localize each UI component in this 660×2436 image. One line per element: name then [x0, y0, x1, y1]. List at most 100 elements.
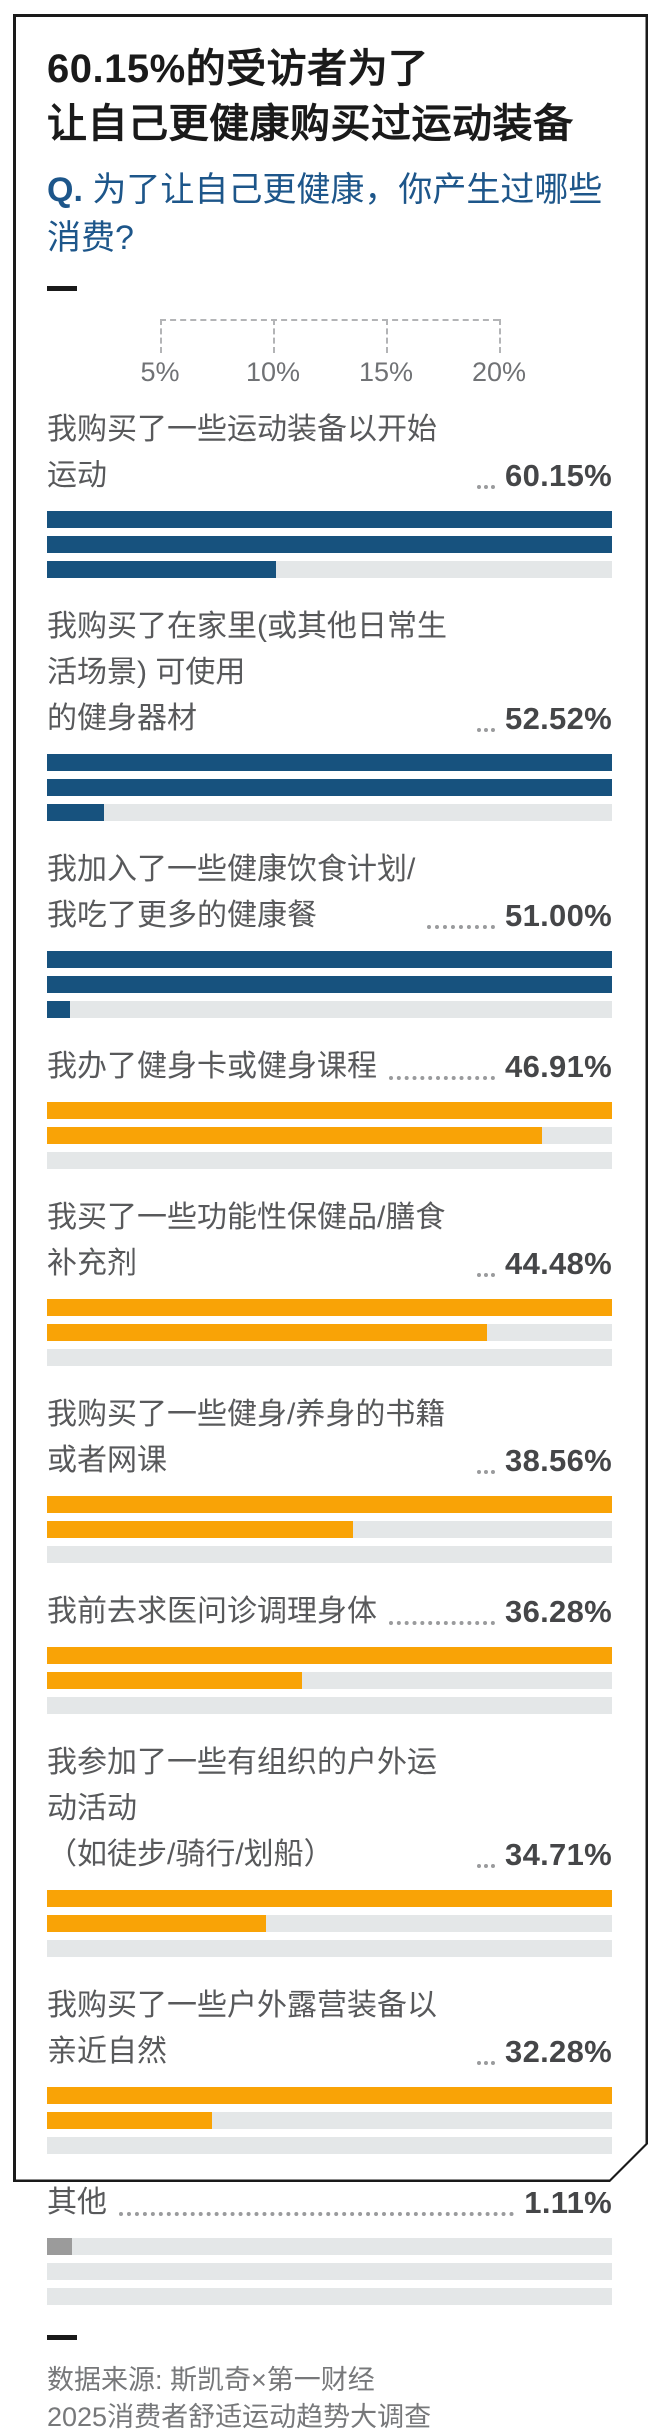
bar-track	[47, 804, 612, 821]
source-note: 数据来源: 斯凯奇×第一财经 2025消费者舒适运动趋势大调查	[47, 2365, 432, 2432]
axis-tick-20%	[499, 319, 501, 353]
bar-track	[47, 1102, 612, 1119]
category-label: 我办了健身卡或健身课程	[47, 1050, 377, 1083]
axis-bracket-line	[160, 319, 499, 321]
category-label: 我购买了一些运动装备以开始运动	[47, 413, 437, 492]
bar-fill	[47, 1647, 612, 1664]
bar-track	[47, 1647, 612, 1664]
survey-question: Q. 为了让自己更健康，你产生过哪些 消费?	[47, 166, 612, 262]
question-prefix: Q.	[47, 171, 83, 209]
axis-tick-label: 20%	[471, 357, 527, 387]
chart-category: 我购买了在家里(或其他日常生活场景) 可使用 的健身器材 52.52%	[47, 604, 612, 821]
category-label-row: 我参加了一些有组织的户外运动活动 （如徒步/骑行/划船） 34.71%	[47, 1740, 612, 1878]
bar-fill	[47, 1521, 354, 1538]
bar-track	[47, 1127, 612, 1144]
category-label-row: 我买了一些功能性保健品/膳食补充剂 44.48%	[47, 1195, 612, 1287]
bar-fill	[47, 1496, 612, 1513]
dotted-leader	[389, 1621, 496, 1625]
card-border	[13, 14, 648, 2182]
chart-category: 我购买了一些健身/养身的书籍或者网课 38.56%	[47, 1392, 612, 1563]
bar-fill	[47, 2112, 212, 2129]
bar-track	[47, 2238, 612, 2255]
bar-track	[47, 1349, 612, 1366]
chart-category: 我参加了一些有组织的户外运动活动 （如徒步/骑行/划船） 34.71%	[47, 1740, 612, 1957]
axis-tick-label: 15%	[358, 357, 414, 387]
dotted-leader	[477, 485, 496, 489]
bar-track	[47, 561, 612, 578]
bar-track	[47, 951, 612, 968]
bar-fill	[47, 1001, 70, 1018]
bar-fill	[47, 2087, 612, 2104]
dotted-leader	[119, 2212, 515, 2216]
bar-track	[47, 1546, 612, 1563]
axis-tick-label: 5%	[140, 357, 180, 387]
bar-track	[47, 1940, 612, 1957]
category-value: 52.52%	[505, 701, 612, 736]
chart-category: 我购买了一些户外露营装备以亲近自然 32.28%	[47, 1983, 612, 2154]
dotted-leader	[427, 925, 496, 929]
bar-track	[47, 1915, 612, 1932]
bar-fill	[47, 1672, 302, 1689]
bar-track	[47, 1672, 612, 1689]
category-label-row: 我购买了一些运动装备以开始运动 60.15%	[47, 407, 612, 499]
dotted-leader	[477, 728, 496, 732]
dotted-leader	[389, 1076, 496, 1080]
chart-category: 我前去求医问诊调理身体 36.28%	[47, 1589, 612, 1714]
bar-fill	[47, 1324, 488, 1341]
category-label: 我买了一些功能性保健品/膳食补充剂	[47, 1201, 446, 1280]
bar-track	[47, 2263, 612, 2280]
axis-tick-10%	[273, 319, 275, 353]
category-label-row: 我购买了在家里(或其他日常生活场景) 可使用 的健身器材 52.52%	[47, 604, 612, 742]
dotted-leader	[477, 2061, 496, 2065]
category-value: 51.00%	[505, 898, 612, 933]
category-label: 我加入了一些健康饮食计划/ 我吃了更多的健康餐	[47, 853, 416, 932]
category-label: 我购买了在家里(或其他日常生活场景) 可使用 的健身器材	[47, 610, 447, 735]
axis-scale: 5% 10% 15% 20%	[47, 319, 612, 391]
bar-fill	[47, 951, 612, 968]
category-label: 我购买了一些健身/养身的书籍或者网课	[47, 1398, 446, 1477]
bar-fill	[47, 561, 277, 578]
category-value: 32.28%	[505, 2034, 612, 2069]
bar-track	[47, 2288, 612, 2305]
category-label-row: 我购买了一些户外露营装备以亲近自然 32.28%	[47, 1983, 612, 2075]
bar-track	[47, 1001, 612, 1018]
bar-track	[47, 2137, 612, 2154]
page-title: 60.15%的受访者为了 让自己更健康购买过运动装备	[47, 47, 574, 146]
axis-tick-label: 10%	[245, 357, 301, 387]
bar-track	[47, 1521, 612, 1538]
chart-category: 我购买了一些运动装备以开始运动 60.15%	[47, 407, 612, 578]
bar-fill	[47, 1890, 612, 1907]
bar-track	[47, 1697, 612, 1714]
bar-fill	[47, 2238, 73, 2255]
dotted-leader	[477, 1470, 496, 1474]
bar-track	[47, 779, 612, 796]
category-value: 36.28%	[505, 1594, 612, 1629]
bar-track	[47, 2112, 612, 2129]
bar-track	[47, 754, 612, 771]
category-value: 44.48%	[505, 1246, 612, 1281]
axis-tick-15%	[386, 319, 388, 353]
category-label-row: 我购买了一些健身/养身的书籍或者网课 38.56%	[47, 1392, 612, 1484]
question-text: 为了让自己更健康，你产生过哪些 消费?	[47, 171, 603, 257]
category-label-row: 其他 1.11%	[47, 2180, 612, 2226]
category-value: 1.11%	[524, 2185, 612, 2220]
card-background	[16, 17, 646, 2180]
axis-tick-5%	[160, 319, 162, 353]
bar-fill	[47, 779, 612, 796]
dotted-leader	[477, 1273, 496, 1277]
bar-track	[47, 1152, 612, 1169]
chart-category: 我办了健身卡或健身课程 46.91%	[47, 1044, 612, 1169]
bar-chart: 我购买了一些运动装备以开始运动 60.15% 我购买了在家里(或其他日常生活场景) …	[47, 407, 612, 2305]
bar-fill	[47, 536, 612, 553]
category-label: 其他	[47, 2186, 107, 2219]
bar-fill	[47, 1299, 612, 1316]
category-label-row: 我加入了一些健康饮食计划/ 我吃了更多的健康餐 51.00%	[47, 847, 612, 939]
category-label: 我购买了一些户外露营装备以亲近自然	[47, 1989, 437, 2068]
category-label: 我参加了一些有组织的户外运动活动 （如徒步/骑行/划船）	[47, 1746, 437, 1871]
bar-fill	[47, 1127, 543, 1144]
chart-category: 其他 1.11%	[47, 2180, 612, 2305]
bar-fill	[47, 754, 612, 771]
bar-fill	[47, 1102, 612, 1119]
bar-track	[47, 1890, 612, 1907]
bar-track	[47, 1324, 612, 1341]
